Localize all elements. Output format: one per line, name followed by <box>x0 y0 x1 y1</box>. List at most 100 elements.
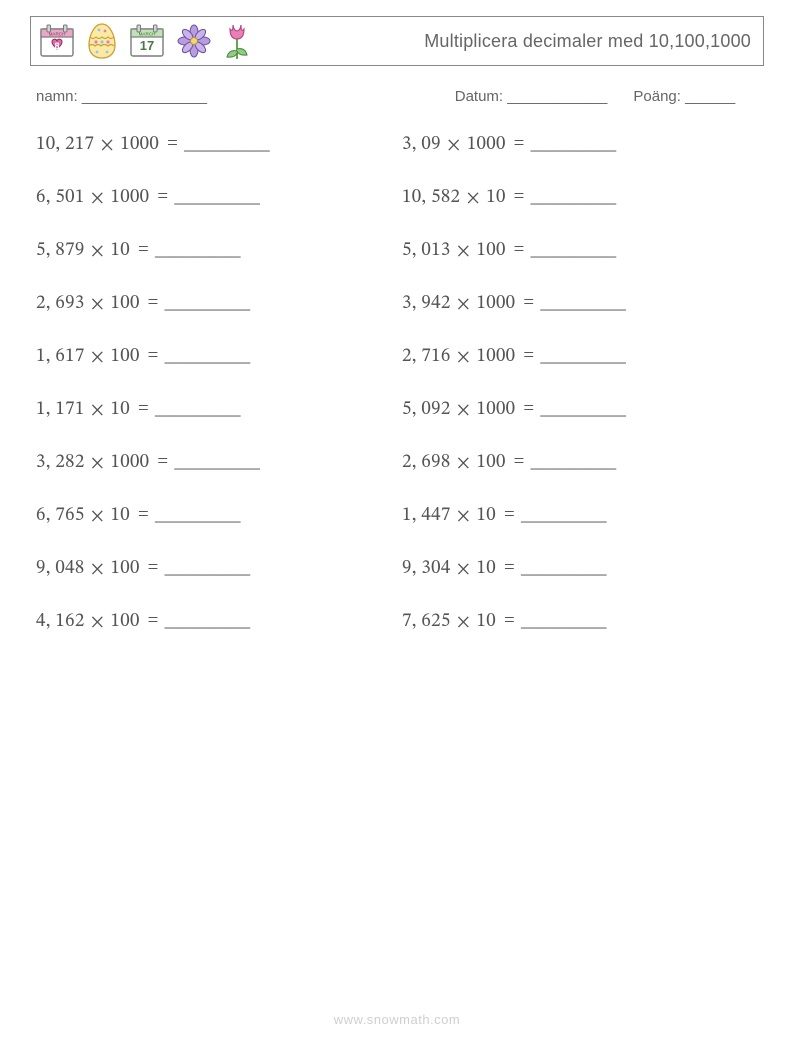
operand-left: 7, 625 <box>402 612 451 631</box>
answer-blank[interactable]: _________ <box>531 239 617 260</box>
problem-row: 3, 09×1000=_________ <box>402 133 758 158</box>
equals-symbol: = <box>523 398 534 419</box>
answer-blank[interactable]: _________ <box>165 557 251 578</box>
answer-blank[interactable]: _________ <box>155 239 241 260</box>
header-box: 8 MARCH <box>30 16 764 66</box>
answer-blank[interactable]: _________ <box>165 292 251 313</box>
calendar-17-icon: 17 MARCH <box>129 23 165 59</box>
operand-left: 6, 501 <box>36 188 85 207</box>
answer-blank[interactable]: _________ <box>540 398 626 419</box>
answer-blank[interactable]: _________ <box>155 504 241 525</box>
answer-blank[interactable]: _________ <box>521 610 607 631</box>
multiply-symbol: × <box>91 558 105 582</box>
problem-row: 2, 698×100=_________ <box>402 451 758 476</box>
operand-left: 5, 879 <box>36 241 85 260</box>
multiply-symbol: × <box>457 399 471 423</box>
equals-symbol: = <box>138 239 149 260</box>
problem-row: 1, 447×10=_________ <box>402 504 758 529</box>
calendar-heart-8-icon: 8 MARCH <box>39 23 75 59</box>
operand-left: 3, 282 <box>36 453 85 472</box>
operand-right: 10 <box>111 400 130 419</box>
easter-egg-icon <box>87 22 117 60</box>
equals-symbol: = <box>514 239 525 260</box>
operand-right: 1000 <box>111 188 150 207</box>
header-icons: 8 MARCH <box>39 21 251 61</box>
operand-left: 10, 217 <box>36 135 94 154</box>
operand-left: 5, 092 <box>402 400 451 419</box>
answer-blank[interactable]: _________ <box>165 610 251 631</box>
multiply-symbol: × <box>91 346 105 370</box>
operand-right: 1000 <box>477 400 516 419</box>
operand-right: 10 <box>477 559 496 578</box>
footer-watermark: www.snowmath.com <box>0 1012 794 1027</box>
multiply-symbol: × <box>457 293 471 317</box>
problem-row: 3, 282×1000=_________ <box>36 451 392 476</box>
operand-left: 5, 013 <box>402 241 451 260</box>
operand-left: 1, 171 <box>36 400 85 419</box>
score-field: Poäng: ______ <box>633 88 735 105</box>
operand-left: 9, 304 <box>402 559 451 578</box>
problem-row: 7, 625×10=_________ <box>402 610 758 635</box>
answer-blank[interactable]: _________ <box>540 292 626 313</box>
operand-right: 100 <box>111 294 140 313</box>
equals-symbol: = <box>148 610 159 631</box>
operand-right: 10 <box>111 241 130 260</box>
date-field: Datum: ____________ <box>455 88 608 105</box>
answer-blank[interactable]: _________ <box>540 345 626 366</box>
multiply-symbol: × <box>91 399 105 423</box>
operand-right: 10 <box>477 506 496 525</box>
operand-right: 1000 <box>467 135 506 154</box>
operand-right: 10 <box>486 188 505 207</box>
equals-symbol: = <box>157 186 168 207</box>
multiply-symbol: × <box>91 240 105 264</box>
operand-left: 2, 698 <box>402 453 451 472</box>
answer-blank[interactable]: _________ <box>531 186 617 207</box>
problem-row: 5, 879 × 10 = _________ <box>36 239 392 264</box>
equals-symbol: = <box>514 451 525 472</box>
multiply-symbol: × <box>457 505 471 529</box>
multiply-symbol: × <box>466 187 480 211</box>
operand-right: 1000 <box>477 347 516 366</box>
equals-symbol: = <box>148 292 159 313</box>
multiply-symbol: × <box>91 187 105 211</box>
multiply-symbol: × <box>457 452 471 476</box>
problem-row: 6, 501 × 1000 = _________ <box>36 186 392 211</box>
problem-row: 2, 693 × 100 = _________ <box>36 292 392 317</box>
operand-left: 2, 693 <box>36 294 85 313</box>
problem-row: 1, 617×100=_________ <box>36 345 392 370</box>
operand-right: 1000 <box>111 453 150 472</box>
multiply-symbol: × <box>447 134 461 158</box>
multiply-symbol: × <box>457 558 471 582</box>
multiply-symbol: × <box>100 134 114 158</box>
equals-symbol: = <box>148 345 159 366</box>
problem-row: 4, 162×100=_________ <box>36 610 392 635</box>
answer-blank[interactable]: _________ <box>184 133 270 154</box>
operand-right: 10 <box>477 612 496 631</box>
equals-symbol: = <box>523 345 534 366</box>
operand-right: 100 <box>477 241 506 260</box>
name-label: namn: <box>36 88 78 105</box>
answer-blank[interactable]: _________ <box>165 345 251 366</box>
answer-blank[interactable]: _________ <box>174 451 260 472</box>
equals-symbol: = <box>514 186 525 207</box>
equals-symbol: = <box>167 133 178 154</box>
answer-blank[interactable]: _________ <box>155 398 241 419</box>
date-blank[interactable]: ____________ <box>507 88 607 105</box>
score-blank[interactable]: ______ <box>685 88 735 105</box>
equals-symbol: = <box>504 504 515 525</box>
answer-blank[interactable]: _________ <box>531 133 617 154</box>
multiply-symbol: × <box>457 346 471 370</box>
name-blank[interactable]: _______________ <box>82 88 207 105</box>
answer-blank[interactable]: _________ <box>521 504 607 525</box>
operand-right: 10 <box>111 506 130 525</box>
problem-row: 3, 942×1000=_________ <box>402 292 758 317</box>
worksheet-title: Multiplicera decimaler med 10,100,1000 <box>424 31 751 52</box>
problems-grid: 10, 217×1000=_________3, 09×1000=_______… <box>30 133 764 635</box>
problem-row: 10, 217×1000=_________ <box>36 133 392 158</box>
operand-right: 1000 <box>477 294 516 313</box>
answer-blank[interactable]: _________ <box>174 186 260 207</box>
answer-blank[interactable]: _________ <box>521 557 607 578</box>
multiply-symbol: × <box>91 293 105 317</box>
answer-blank[interactable]: _________ <box>531 451 617 472</box>
meta-row: namn: _______________ Datum: ___________… <box>36 88 758 105</box>
